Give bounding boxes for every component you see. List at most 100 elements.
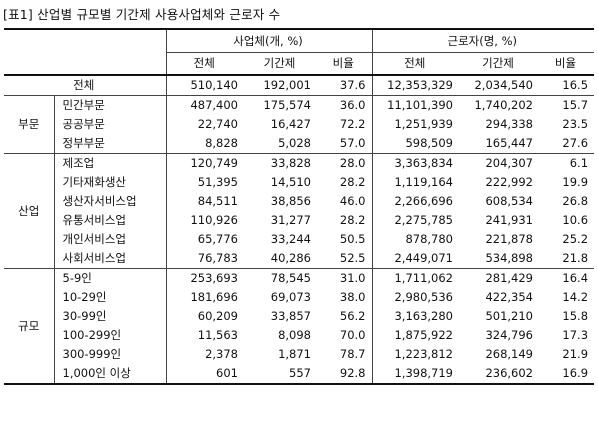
cell: 22,740 [165, 115, 244, 134]
cell: 21.9 [562, 347, 589, 361]
cell: 51,395 [165, 173, 244, 192]
cell: 6.1 [569, 156, 589, 170]
cell: 11,101,390 [371, 95, 459, 115]
cell: 268,149 [485, 347, 533, 361]
cell: 534,898 [459, 249, 539, 269]
cell: 120,749 [165, 153, 244, 173]
header-group-workers: 근로자(명, %) [371, 28, 595, 53]
total-label: 전체 [4, 75, 166, 96]
table-row: 산업 제조업 120,749 33,828 28.0 3,363,834 204,307 6.… [4, 153, 594, 269]
cell: 2,449,071 [371, 249, 459, 269]
cell: 192,001 [244, 75, 317, 96]
cell: 92.8 [317, 364, 372, 385]
cell: 204,307 [485, 156, 533, 170]
table-row: 10-29인 181,696 69,073 38.0 2,980,536 422,354 1… [4, 288, 594, 307]
table-row: 공공부문 22,740 16,427 72.2 1,251,939 294,338 23.5 [4, 115, 594, 134]
cell: 3,363,834 [371, 153, 459, 173]
cell: 15.8 [562, 309, 589, 323]
row-label: 기타재화생산 [53, 173, 166, 192]
cell: 40,286 [244, 249, 317, 269]
row-label: 사회서비스업 [53, 249, 166, 269]
row-label: 유통서비스업 [53, 211, 166, 230]
table-row: 개인서비스업 65,776 33,244 50.5 878,780 221,878 25.2 [4, 230, 594, 249]
cell: 501,210 [485, 309, 533, 323]
cell: 46.0 [339, 194, 366, 208]
cell: 222,992 [485, 175, 533, 189]
row-label: 100-299인 [53, 326, 166, 345]
cell: 10.6 [562, 213, 589, 227]
table-row: 300-999인 2,378 1,871 78.7 1,223,812 268,149 21… [4, 345, 594, 364]
cell: 2,034,540 [459, 75, 539, 96]
cell: 72.2 [339, 117, 366, 131]
header-wrk-temp: 기간제 [459, 52, 539, 76]
stats-table: 사업체(개, %) 근로자(명, %) 전체 기간제 비율 전체 기간제 비율 … [4, 28, 595, 385]
cell: 2,275,785 [371, 211, 459, 230]
cell: 1,875,922 [371, 326, 459, 345]
table-row: 생산자서비스업 84,511 38,856 46.0 2,266,696 608,534 2… [4, 192, 594, 211]
cell: 65,776 [165, 230, 244, 249]
cell: 16.4 [562, 271, 589, 285]
cell: 1,740,202 [474, 98, 533, 112]
cell: 1,251,939 [371, 115, 459, 134]
cell: 221,878 [485, 232, 533, 246]
cell: 487,400 [165, 95, 244, 115]
row-label: 300-999인 [53, 345, 166, 364]
cell: 878,780 [371, 230, 459, 249]
cell: 2,980,536 [371, 288, 459, 307]
header-corner [4, 28, 166, 53]
cell: 27.6 [539, 134, 595, 154]
cell: 165,447 [459, 134, 539, 154]
cell: 50.5 [339, 232, 366, 246]
cell: 57.0 [317, 134, 372, 154]
table-row: 1,000인 이상 601 557 92.8 1,398,719 236,602 16.9 [4, 364, 595, 385]
table-row: 사회서비스업 76,783 40,286 52.5 2,449,071 534,898 21… [4, 249, 595, 269]
cell: 110,926 [165, 211, 244, 230]
cell: 253,693 [165, 268, 244, 288]
cell: 1,711,062 [371, 268, 459, 288]
cell: 21.8 [539, 249, 595, 269]
cell: 324,796 [485, 328, 533, 342]
cell: 12,353,329 [371, 75, 459, 96]
row-label: 정부부문 [53, 134, 166, 154]
cell: 38,856 [270, 194, 311, 208]
header-corner-bottom [4, 52, 166, 76]
cell: 31.0 [339, 271, 366, 285]
cell: 70.0 [339, 328, 366, 342]
cell: 11,563 [165, 326, 244, 345]
row-label: 30-99인 [53, 307, 166, 326]
table-row: 규모 5-9인 253,693 78,545 31.0 1,711,062 281,429 1… [4, 268, 594, 385]
row-label: 10-29인 [53, 288, 166, 307]
cell: 76,783 [165, 249, 244, 269]
header-est-total: 전체 [165, 52, 244, 76]
table-row: 부문 민간부문 487,400 175,574 36.0 11,101,390 1,740,… [4, 95, 594, 154]
cell: 236,602 [459, 364, 539, 385]
table-row-total: 전체 510,140 192,001 37.6 12,353,329 2,034… [4, 75, 595, 96]
header-est-ratio: 비율 [317, 52, 372, 76]
cell: 33,857 [270, 309, 311, 323]
cell: 52.5 [317, 249, 372, 269]
cell: 84,511 [165, 192, 244, 211]
cell: 78,545 [270, 271, 311, 285]
header-group-establishments: 사업체(개, %) [165, 28, 372, 53]
cell: 608,534 [485, 194, 533, 208]
cell: 3,163,280 [371, 307, 459, 326]
table-caption: [표1] 산업별 규모별 기간제 사용사업체와 근로자 수 [3, 7, 281, 22]
cell: 38.0 [339, 290, 366, 304]
cell: 26.8 [562, 194, 589, 208]
cell: 601 [165, 364, 244, 385]
cell: 14,510 [270, 175, 311, 189]
cell: 422,354 [485, 290, 533, 304]
cell: 16,427 [270, 117, 311, 131]
cell: 8,098 [278, 328, 311, 342]
cell: 23.5 [562, 117, 589, 131]
cell: 69,073 [270, 290, 311, 304]
cell: 510,140 [165, 75, 244, 96]
header-wrk-ratio: 비율 [539, 52, 595, 76]
cell: 281,429 [485, 271, 533, 285]
cell: 8,828 [165, 134, 244, 154]
table-row: 30-99인 60,209 33,857 56.2 3,163,280 501,210 15… [4, 307, 594, 326]
cell: 25.2 [562, 232, 589, 246]
cell: 15.7 [562, 98, 589, 112]
header-wrk-total: 전체 [371, 52, 459, 76]
cell: 175,574 [263, 98, 311, 112]
